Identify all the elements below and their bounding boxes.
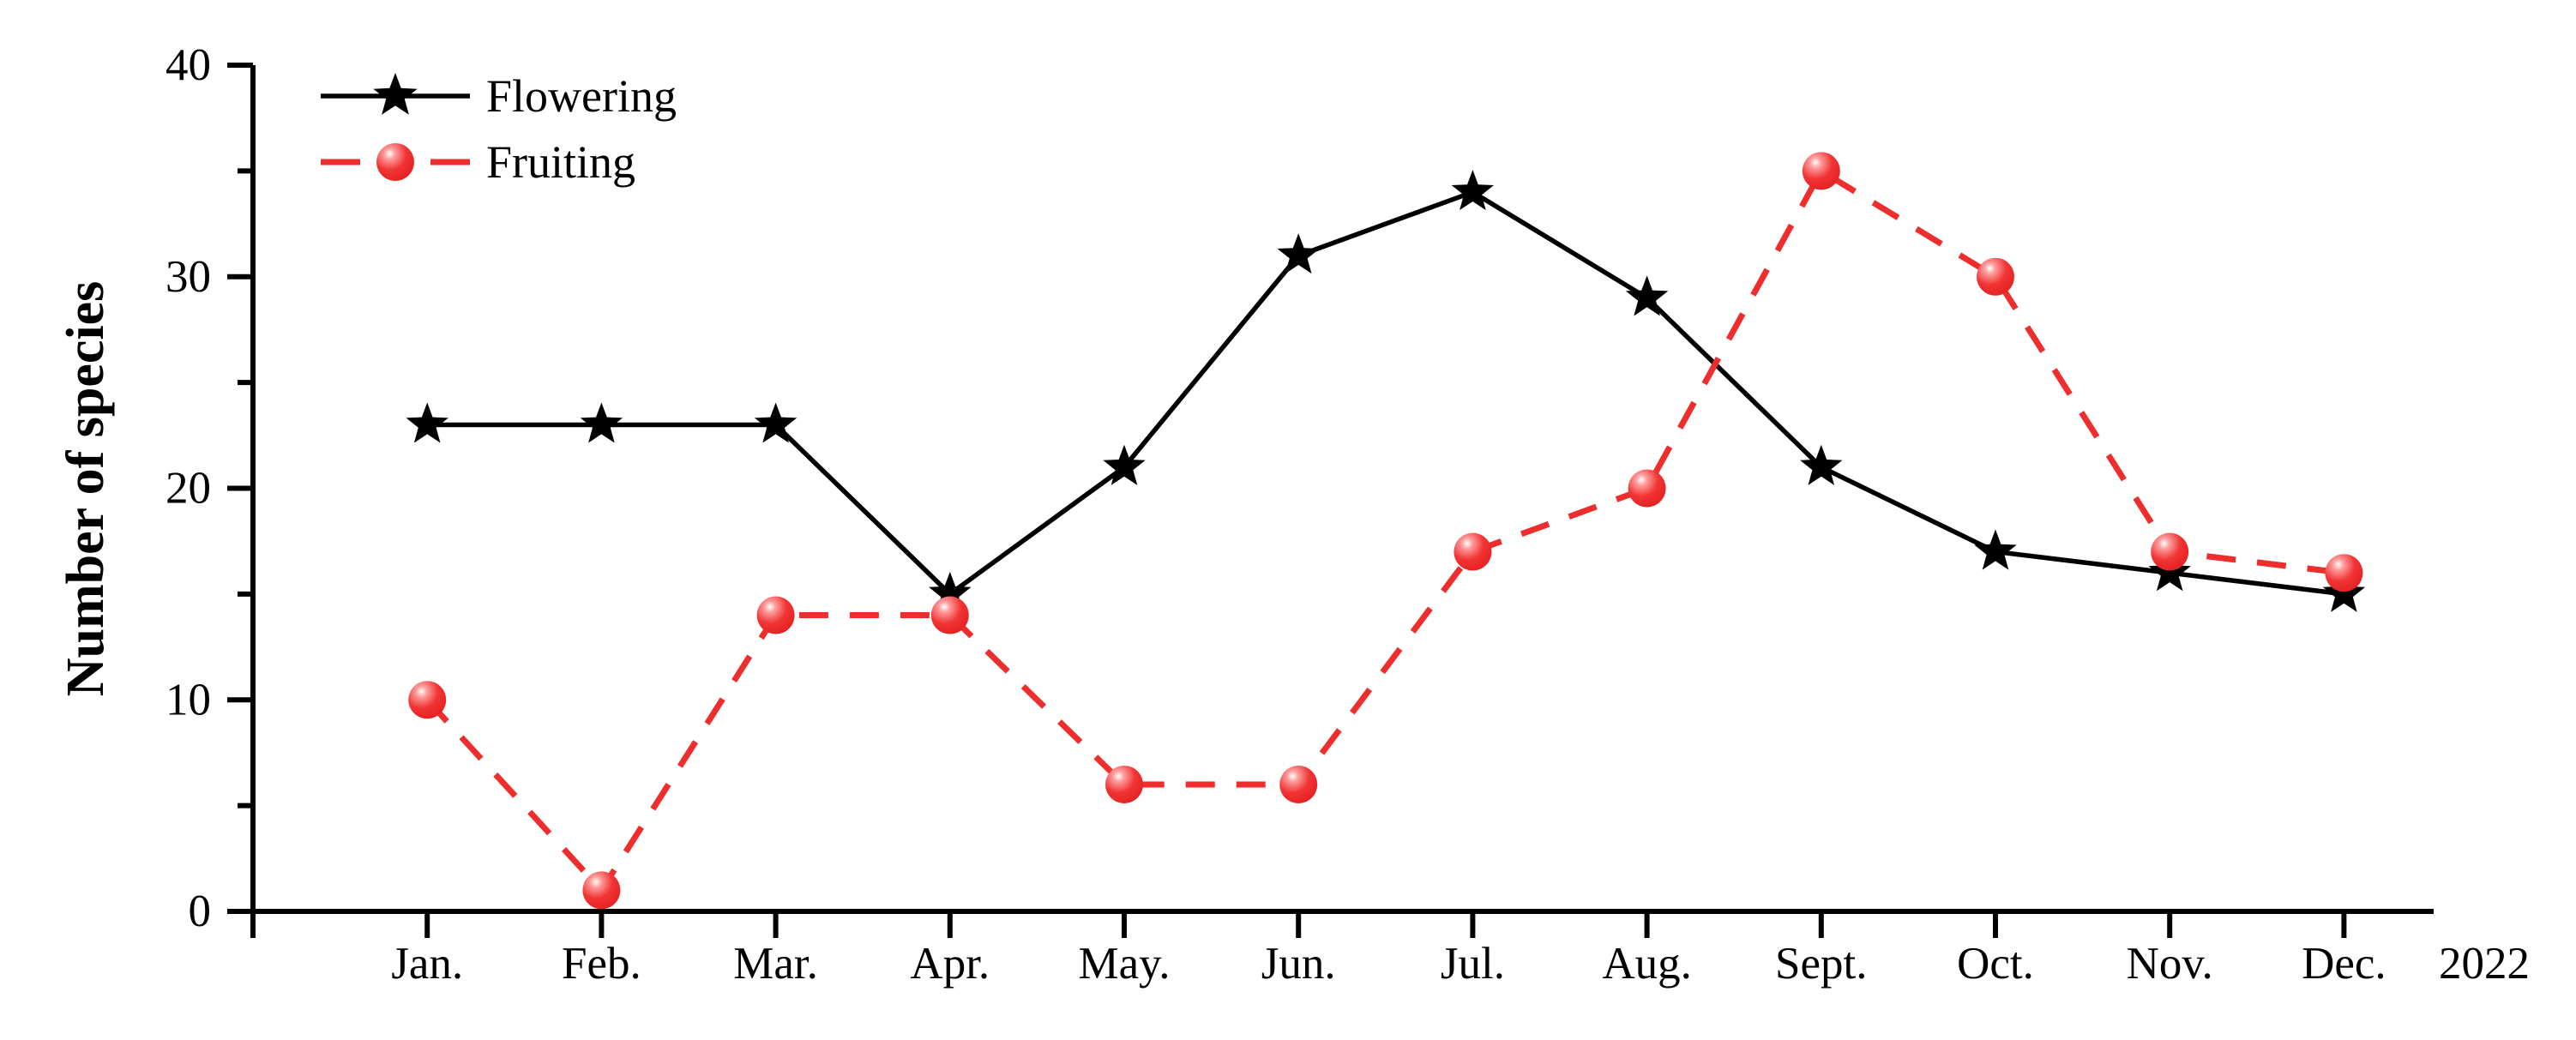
fruiting-ball-marker [1454,532,1492,571]
flowering-star-marker [1800,444,1843,485]
flowering-star-marker [2148,550,2191,592]
x-axis-month-label: Jul. [1441,939,1505,989]
x-axis-month-label: Jun. [1261,939,1336,989]
y-axis-tick-label: 40 [166,40,211,90]
x-axis-month-label: Nov. [2127,939,2213,989]
fruiting-ball-marker [582,871,621,910]
flowering-line [427,189,2344,598]
fruiting-ball-marker [2325,554,2363,592]
y-axis-tick-label: 0 [189,887,212,936]
fruiting-ball-marker [930,596,969,634]
x-axis-month-label: Aug. [1602,939,1692,989]
flowering-star-marker [2322,571,2366,612]
legend-flowering-label: Flowering [486,70,677,122]
x-axis-month-label: May. [1079,939,1171,989]
y-axis-tick-label: 20 [166,464,211,514]
y-axis-title: Number of species [57,281,115,696]
axis-labels-layer: 0 10 20 30 40 Jan. Feb. Mar. Apr. May. Jun. Jul. Aug… [166,40,2386,989]
flowering-star-marker [1103,444,1146,485]
fruiting-line [424,166,2344,896]
x-axis-month-label: Sept. [1775,939,1867,989]
legend-flowering-star-icon [373,73,418,115]
y-axis-tick-label: 30 [166,252,211,302]
fruiting-ball-marker [1628,469,1666,508]
flowering-star-marker [406,402,448,443]
x-axis-month-label: Oct. [1957,939,2034,989]
flowering-star-marker [929,571,972,612]
fruiting-ball-marker [1977,257,2014,296]
x-axis-month-label: Dec. [2302,939,2386,989]
x-axis-month-label: Feb. [562,939,641,989]
fruiting-ball-marker [756,596,795,634]
legend-fruiting-ball-icon [376,143,414,181]
x-axis-year-label: 2022 [2439,939,2530,989]
flowering-star-marker [1625,275,1669,316]
flowering-star-marker [1451,170,1495,211]
flowering-star-marker [1277,233,1320,274]
fruiting-ball-marker [408,681,447,719]
fruiting-ball-marker [1279,765,1318,803]
fruiting-ball-marker [2151,532,2189,571]
legend: Flowering Fruiting [321,70,677,188]
axes [227,63,2434,938]
fruiting-ball-marker [1105,765,1143,803]
legend-fruiting-label: Fruiting [486,136,635,188]
y-axis-tick-label: 10 [166,675,211,724]
series-layer [406,152,2366,910]
x-axis-month-label: Jan. [391,939,463,989]
flowering-star-marker [580,402,623,443]
flowering-star-marker [1974,529,2017,570]
fruiting-ball-marker [1802,152,1840,190]
flowering-star-marker [754,402,797,443]
x-axis-month-label: Mar. [733,939,818,989]
x-axis-month-label: Apr. [910,939,990,989]
